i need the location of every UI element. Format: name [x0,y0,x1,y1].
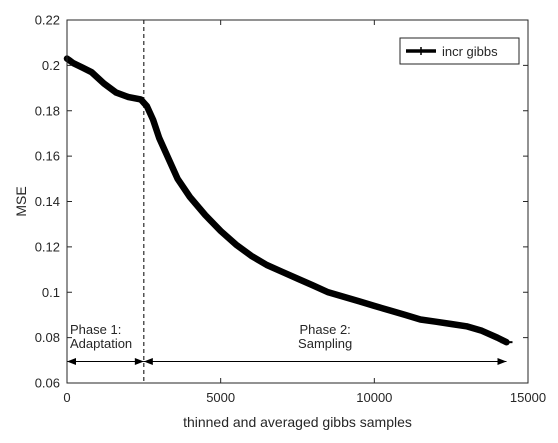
y-tick-label: 0.2 [42,58,60,73]
y-axis-ticks: 0.06 0.08 0.1 0.12 0.14 0.16 0.18 0.2 0.22 [35,13,528,391]
legend: incr gibbs [399,37,520,65]
series-line-incr-gibbs [63,55,510,346]
phase2-arrowhead-right [497,357,507,365]
phase1-sublabel: Adaptation [70,336,132,351]
axes-layer: 0 5000 10000 15000 0.060.080.10.120.140.160… [13,13,546,431]
phase2-arrowhead-left [143,357,153,365]
y-tick-label: 0.18 [35,103,60,118]
x-tick-label: 0 [63,390,70,405]
annotation-layer: Phase 1: Adaptation Phase 2: Sampling [67,20,507,383]
y-tick-label: 0.1 [42,285,60,300]
y-tick-label: 0.14 [35,194,60,209]
y-axis-label: MSE [13,186,29,216]
phase1-arrowhead-right [134,357,144,365]
y-tick-label: 0.08 [35,330,60,345]
x-tick-label: 15000 [510,390,546,405]
x-axis-label: thinned and averaged gibbs samples [183,414,412,430]
legend-label-incr-gibbs: incr gibbs [442,44,498,59]
x-tick-label: 5000 [206,390,235,405]
phase2-sublabel: Sampling [298,336,352,351]
series-layer [63,55,513,346]
x-axis-ticks: 0 5000 10000 15000 [63,20,546,405]
phase1-arrowhead-left [67,357,76,365]
phase2-label: Phase 2: [299,322,350,337]
x-tick-label: 10000 [356,390,392,405]
plot-area [67,20,528,383]
y-tick-label: 0.06 [35,376,60,391]
phase1-label: Phase 1: [70,322,121,337]
y-tick-label: 0.22 [35,13,60,28]
y-tick-label: 0.16 [35,149,60,164]
y-tick-label: 0.12 [35,239,60,254]
